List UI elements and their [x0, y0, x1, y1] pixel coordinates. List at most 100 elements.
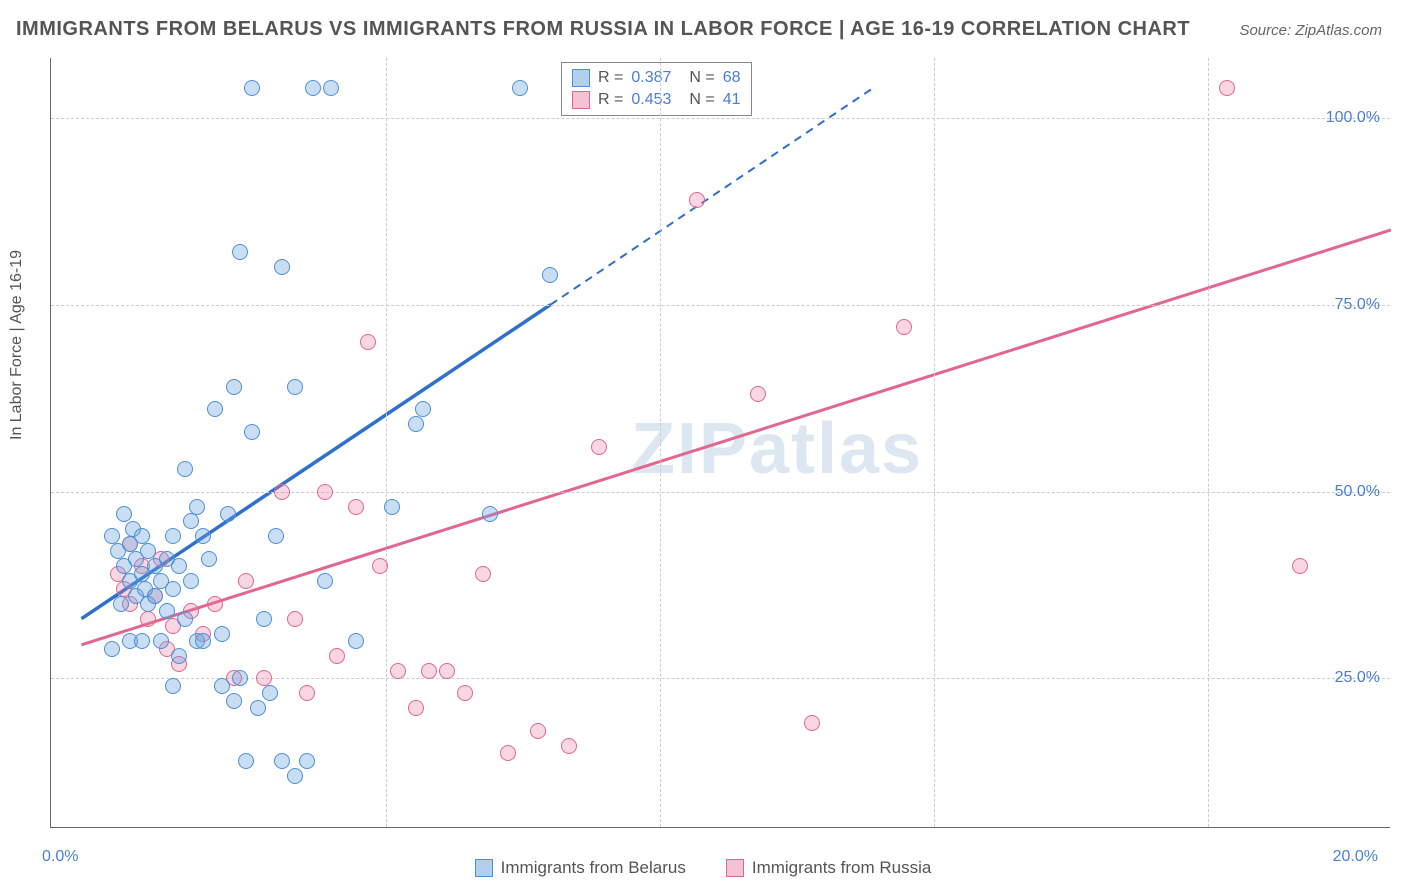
data-point — [360, 334, 376, 350]
data-point — [348, 499, 364, 515]
data-point — [232, 244, 248, 260]
data-point — [317, 484, 333, 500]
data-point — [482, 506, 498, 522]
data-point — [207, 596, 223, 612]
y-tick-label: 50.0% — [1335, 483, 1380, 501]
data-point — [329, 648, 345, 664]
swatch-icon — [572, 69, 590, 87]
watermark: ZIPatlas — [631, 408, 923, 490]
data-point — [415, 401, 431, 417]
data-point — [183, 573, 199, 589]
data-point — [305, 80, 321, 96]
data-point — [408, 416, 424, 432]
data-point — [268, 528, 284, 544]
swatch-icon — [475, 859, 493, 877]
data-point — [113, 596, 129, 612]
data-point — [134, 528, 150, 544]
data-point — [207, 401, 223, 417]
stat-value: 0.387 — [631, 67, 671, 89]
data-point — [439, 663, 455, 679]
data-point — [232, 670, 248, 686]
data-point — [140, 611, 156, 627]
chart-title: IMMIGRANTS FROM BELARUS VS IMMIGRANTS FR… — [16, 18, 1190, 41]
data-point — [238, 573, 254, 589]
data-point — [171, 558, 187, 574]
data-point — [512, 80, 528, 96]
grid-line-v — [1208, 58, 1209, 827]
data-point — [287, 379, 303, 395]
data-point — [299, 753, 315, 769]
y-tick-label: 75.0% — [1335, 296, 1380, 314]
data-point — [348, 633, 364, 649]
data-point — [408, 700, 424, 716]
data-point — [134, 633, 150, 649]
bottom-legend: Immigrants from Belarus Immigrants from … — [0, 858, 1406, 878]
data-point — [171, 648, 187, 664]
data-point — [323, 80, 339, 96]
data-point — [457, 685, 473, 701]
data-point — [287, 611, 303, 627]
data-point — [561, 738, 577, 754]
data-point — [390, 663, 406, 679]
data-point — [195, 633, 211, 649]
legend-item-belarus: Immigrants from Belarus — [475, 858, 686, 878]
data-point — [226, 379, 242, 395]
stat-label: R = — [598, 89, 623, 111]
data-point — [274, 259, 290, 275]
data-point — [530, 723, 546, 739]
data-point — [147, 588, 163, 604]
data-point — [896, 319, 912, 335]
legend-label: Immigrants from Belarus — [501, 858, 686, 878]
stat-value: 41 — [723, 89, 741, 111]
data-point — [475, 566, 491, 582]
grid-line-h — [51, 678, 1390, 679]
data-point — [274, 753, 290, 769]
data-point — [542, 267, 558, 283]
grid-line-v — [934, 58, 935, 827]
legend-stats-box: R =0.387N =68R =0.453N =41 — [561, 62, 752, 116]
data-point — [287, 768, 303, 784]
data-point — [195, 528, 211, 544]
data-point — [165, 678, 181, 694]
data-point — [750, 386, 766, 402]
grid-line-h — [51, 118, 1390, 119]
legend-stats-row: R =0.387N =68 — [572, 67, 741, 89]
data-point — [1292, 558, 1308, 574]
data-point — [214, 626, 230, 642]
data-point — [214, 678, 230, 694]
data-point — [250, 700, 266, 716]
data-point — [104, 641, 120, 657]
data-point — [1219, 80, 1235, 96]
data-point — [384, 499, 400, 515]
grid-line-v — [660, 58, 661, 827]
data-point — [274, 484, 290, 500]
data-point — [591, 439, 607, 455]
data-point — [177, 611, 193, 627]
data-point — [500, 745, 516, 761]
data-point — [177, 461, 193, 477]
legend-item-russia: Immigrants from Russia — [726, 858, 931, 878]
data-point — [421, 663, 437, 679]
stat-value: 0.453 — [631, 89, 671, 111]
data-point — [804, 715, 820, 731]
legend-stats-row: R = 0.453 N = 41 — [572, 89, 741, 111]
stat-label: N = — [689, 89, 714, 111]
data-point — [165, 581, 181, 597]
data-point — [244, 80, 260, 96]
grid-line-h — [51, 305, 1390, 306]
stat-label: R = — [598, 67, 623, 89]
scatter-plot: ZIPatlas R =0.387N =68R =0.453N =41 25.0… — [50, 58, 1390, 828]
data-point — [256, 670, 272, 686]
data-point — [226, 693, 242, 709]
stat-label: N = — [689, 67, 714, 89]
data-point — [201, 551, 217, 567]
source-label: Source: ZipAtlas.com — [1239, 22, 1382, 39]
data-point — [689, 192, 705, 208]
data-point — [262, 685, 278, 701]
data-point — [183, 513, 199, 529]
data-point — [104, 528, 120, 544]
grid-line-v — [386, 58, 387, 827]
data-point — [372, 558, 388, 574]
data-point — [317, 573, 333, 589]
data-point — [165, 528, 181, 544]
